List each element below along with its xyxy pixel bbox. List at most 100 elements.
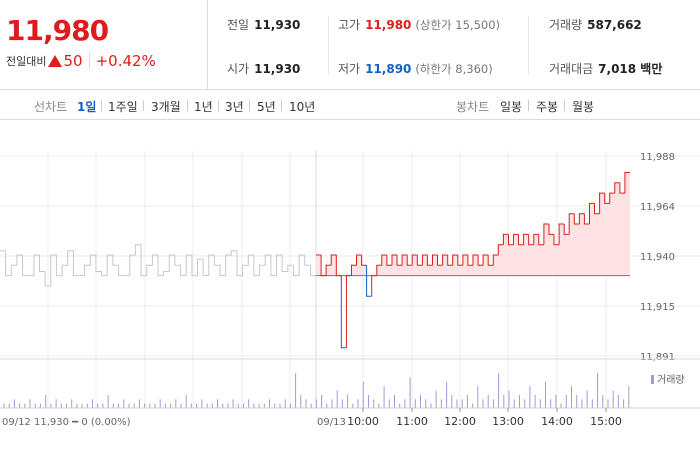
today-series [437, 255, 443, 266]
today-series [548, 224, 554, 235]
today-series [320, 255, 327, 277]
tab-3m[interactable]: 3개월 [151, 100, 181, 114]
change-amount: 50 [63, 52, 83, 70]
y-tick-label: 11,964 [640, 202, 675, 213]
today-series [487, 255, 494, 266]
today-series [381, 254, 387, 266]
today-series [386, 255, 392, 266]
tab-5y[interactable]: 5년 [257, 100, 276, 114]
today-series [391, 254, 397, 266]
change-percent: +0.42% [88, 52, 156, 70]
y-tick-label: 11,891 [640, 352, 675, 363]
today-series [518, 234, 524, 246]
today-series [482, 254, 489, 266]
prev-close: 전일 11,930 [227, 16, 300, 33]
open-value: 11,930 [254, 62, 301, 76]
x-tick-label: 12:00 [444, 415, 476, 428]
today-series [401, 254, 408, 266]
today-series [340, 275, 347, 349]
upper-limit: (상한가 15,500) [415, 18, 501, 32]
lower-limit: (하한가 8,360) [415, 62, 493, 76]
volume-legend-label: 거래량 [657, 374, 685, 386]
today-series [351, 264, 357, 276]
volume-legend-swatch [651, 375, 654, 384]
prev-close-value: 11,930 [254, 18, 301, 32]
tab-1d[interactable]: 1일 [77, 100, 97, 114]
change-label: 전일대비 [6, 55, 47, 68]
today-series [563, 224, 570, 235]
tab-10y[interactable]: 10년 [289, 100, 316, 114]
today-series [492, 254, 499, 266]
divider [328, 16, 329, 74]
today-series [477, 255, 484, 266]
tab-daily-candle[interactable]: 일봉 [500, 100, 523, 114]
today-up-area [316, 172, 630, 276]
today-series [452, 254, 458, 266]
divider [564, 100, 565, 111]
turnover-label: 거래대금 [549, 62, 594, 76]
today-series [583, 213, 590, 225]
today-series [411, 254, 418, 266]
today-series [594, 203, 600, 215]
today-series [421, 254, 428, 266]
tab-1w[interactable]: 1주일 [108, 100, 138, 114]
today-series [589, 202, 595, 224]
divider [528, 100, 529, 111]
tab-3y[interactable]: 3년 [225, 100, 244, 114]
today-series [366, 265, 372, 297]
today-series [497, 244, 504, 255]
tab-monthly-candle[interactable]: 월봉 [572, 100, 595, 114]
tab-1y[interactable]: 1년 [194, 100, 213, 114]
line-chart-label: 선차트 [34, 100, 68, 114]
volume-value: 587,662 [587, 18, 642, 32]
high-label: 고가 [338, 18, 361, 32]
turnover-value: 7,018 백만 [598, 62, 663, 76]
today-series [578, 213, 585, 224]
x-tick-label: 10:00 [347, 415, 379, 428]
low-price: 저가 11,890 (하한가 8,360) [338, 60, 493, 77]
low-label: 저가 [338, 62, 361, 76]
current-price: 11,980 [6, 14, 109, 47]
today-series [599, 192, 605, 214]
prev-close-label: 전일 [227, 18, 250, 32]
high-value: 11,980 [365, 18, 412, 32]
today-series [558, 223, 565, 245]
today-series [432, 254, 438, 266]
today-series [457, 255, 463, 266]
y-tick-label: 11,988 [640, 152, 675, 163]
price-box: 11,980 전일대비 50 +0.42% [0, 0, 208, 90]
today-series [467, 255, 473, 266]
today-series [462, 254, 468, 266]
today-series [523, 233, 529, 245]
candle-chart-label: 봉차트 [456, 100, 490, 114]
chart-toolbar: 선차트 1일 1주일 3개월 1년 3년 5년 10년 봉차트 일봉 주봉 월봉 [0, 90, 700, 120]
volume-stat: 거래량 587,662 [549, 16, 642, 33]
today-date-label: 09/13 [317, 417, 346, 428]
tab-weekly-candle[interactable]: 주봉 [536, 100, 559, 114]
divider [249, 100, 250, 111]
low-value: 11,890 [365, 62, 412, 76]
today-series [442, 254, 448, 266]
today-series [624, 172, 630, 194]
divider [143, 100, 144, 111]
today-series [533, 233, 539, 245]
today-series [568, 213, 575, 235]
open-price: 시가 11,930 [227, 60, 300, 77]
today-series [325, 264, 332, 276]
today-series [538, 234, 544, 246]
today-series [406, 255, 413, 266]
today-series [508, 234, 514, 246]
volume-label: 거래량 [549, 18, 583, 32]
open-label: 시가 [227, 62, 250, 76]
today-series [335, 255, 342, 277]
today-series [356, 254, 362, 266]
up-triangle-icon [48, 55, 63, 67]
today-series [528, 234, 534, 246]
today-series [502, 233, 509, 245]
divider [187, 100, 188, 111]
prev-day-series [0, 244, 316, 287]
price-chart[interactable]: 11,988 11,964 11,940 11,915 11,891 거래량 09/12 1… [0, 121, 700, 450]
today-series [472, 254, 479, 266]
divider [281, 100, 282, 111]
x-tick-label: 13:00 [492, 415, 524, 428]
